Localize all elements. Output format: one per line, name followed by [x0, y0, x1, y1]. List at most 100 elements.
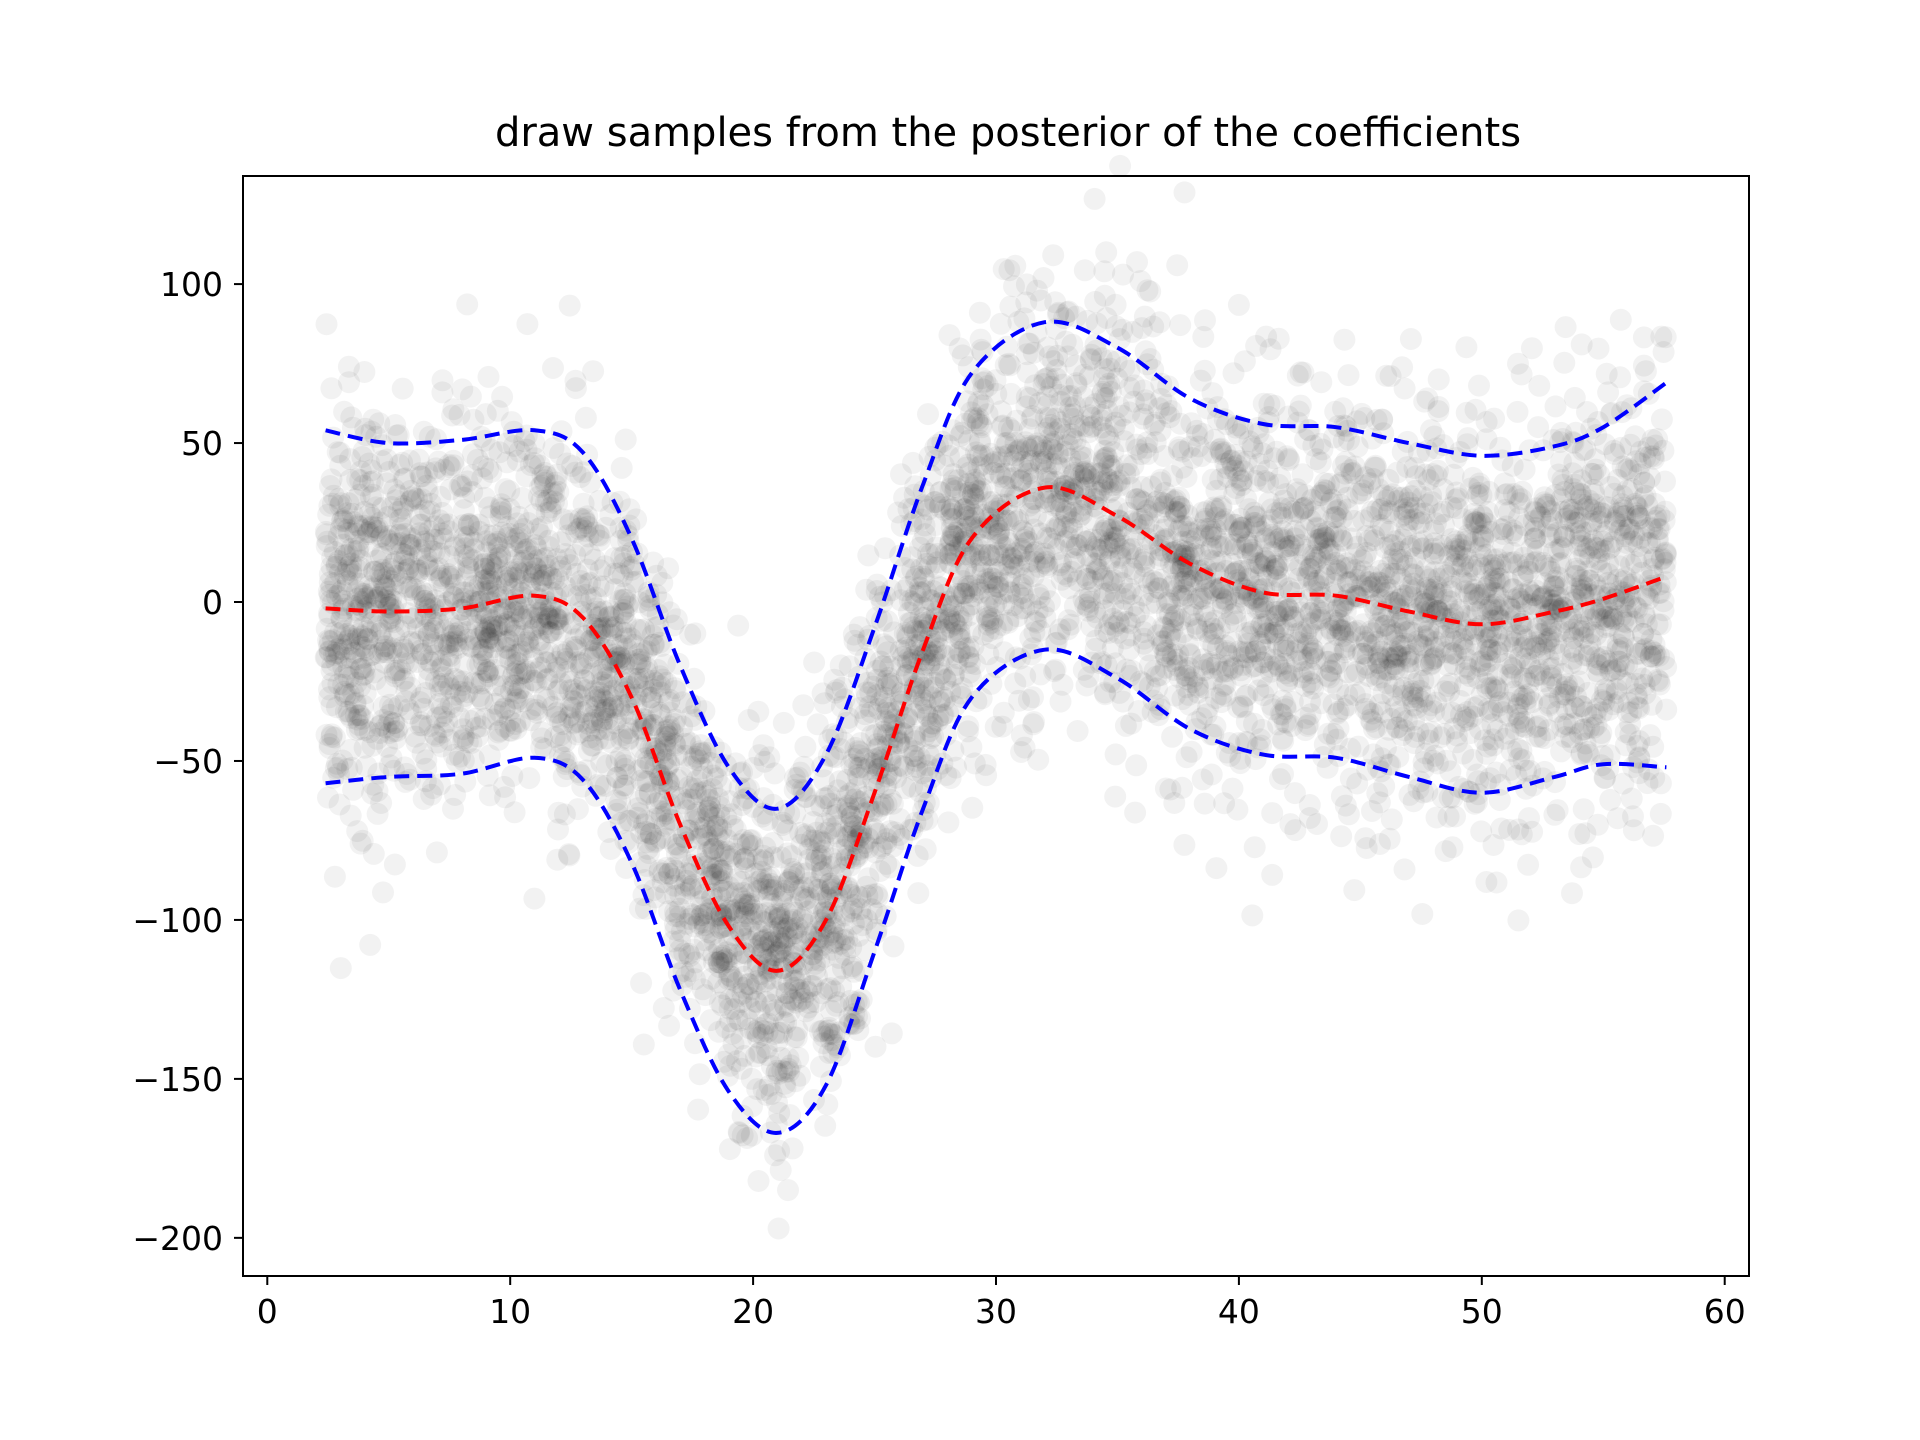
- scatter-point: [1501, 454, 1524, 477]
- scatter-point: [1393, 503, 1416, 526]
- scatter-point: [1367, 612, 1390, 634]
- scatter-point: [842, 747, 865, 770]
- scatter-point: [1458, 665, 1481, 688]
- scatter-point: [556, 452, 579, 475]
- scatter-point: [1614, 734, 1637, 757]
- scatter-point: [961, 535, 984, 558]
- scatter-point: [710, 879, 733, 902]
- scatter-point: [1482, 559, 1505, 582]
- scatter-point: [1262, 698, 1284, 721]
- scatter-point: [1106, 561, 1129, 584]
- scatter-point: [1277, 598, 1300, 621]
- scatter-point: [794, 862, 817, 885]
- scatter-point: [1102, 592, 1125, 614]
- scatter-point: [669, 939, 691, 962]
- scatter-point: [488, 614, 511, 637]
- scatter-point: [1158, 625, 1181, 648]
- scatter-point: [874, 693, 897, 715]
- scatter-point: [658, 862, 681, 885]
- scatter-point: [370, 568, 393, 591]
- scatter-point: [1074, 460, 1097, 483]
- scatter-point: [1109, 154, 1132, 177]
- scatter-point: [1485, 871, 1508, 894]
- scatter-point: [537, 529, 560, 552]
- scatter-point: [1391, 549, 1414, 571]
- scatter-point: [607, 562, 630, 585]
- scatter-point: [820, 999, 843, 1022]
- scatter-point: [956, 390, 979, 413]
- scatter-point: [536, 651, 559, 674]
- scatter-point: [382, 598, 405, 621]
- scatter-point: [1486, 548, 1509, 571]
- scatter-point: [510, 662, 533, 685]
- scatter-point: [713, 949, 736, 972]
- scatter-point: [395, 544, 418, 567]
- scatter-point: [1411, 690, 1434, 713]
- scatter-point: [1335, 415, 1357, 438]
- scatter-point: [461, 443, 484, 466]
- scatter-point: [1130, 317, 1153, 340]
- scatter-point: [827, 825, 849, 848]
- scatter-point: [727, 901, 750, 924]
- scatter-point: [1241, 541, 1264, 564]
- scatter-point: [1321, 671, 1344, 694]
- scatter-point: [1036, 556, 1059, 579]
- scatter-point: [490, 501, 512, 524]
- scatter-point: [651, 668, 674, 691]
- scatter-point: [1573, 644, 1595, 667]
- scatter-point: [1412, 757, 1435, 780]
- scatter-point: [1412, 751, 1435, 773]
- scatter-point: [1209, 577, 1232, 600]
- scatter-point: [1075, 530, 1098, 553]
- scatter-point: [977, 613, 1000, 636]
- scatter-point: [684, 803, 707, 826]
- scatter-point: [1480, 569, 1503, 592]
- scatter-point: [1562, 584, 1585, 607]
- scatter-point: [1171, 456, 1194, 479]
- scatter-point: [1445, 481, 1468, 504]
- scatter-point: [424, 528, 447, 551]
- scatter-point: [1209, 437, 1232, 460]
- scatter-point: [607, 675, 630, 698]
- scatter-point: [968, 301, 991, 324]
- scatter-point: [1581, 846, 1604, 869]
- scatter-point: [1220, 449, 1243, 472]
- scatter-point: [1073, 259, 1096, 282]
- scatter-point: [546, 680, 569, 703]
- scatter-point: [855, 681, 878, 704]
- scatter-point: [478, 616, 501, 639]
- scatter-point: [1144, 431, 1167, 454]
- scatter-point: [1482, 581, 1505, 604]
- scatter-point: [1513, 685, 1536, 708]
- scatter-point: [1249, 633, 1272, 656]
- scatter-point: [416, 481, 439, 504]
- scatter-point: [1386, 461, 1409, 484]
- scatter-point: [1145, 665, 1168, 688]
- scatter-point: [795, 1000, 817, 1023]
- scatter-point: [1620, 787, 1643, 810]
- scatter-point: [811, 682, 834, 705]
- scatter-point: [997, 509, 1019, 532]
- scatter-point: [1424, 645, 1447, 668]
- scatter-point: [477, 365, 500, 388]
- scatter-point: [1617, 518, 1640, 541]
- scatter-point: [916, 703, 939, 726]
- scatter-point: [807, 931, 830, 954]
- scatter-point: [697, 799, 719, 822]
- scatter-point: [1142, 581, 1165, 603]
- scatter-point: [1212, 581, 1234, 604]
- scatter-point: [818, 855, 841, 878]
- scatter-point: [1444, 805, 1466, 828]
- scatter-point: [1097, 468, 1120, 491]
- scatter-point: [1036, 526, 1059, 549]
- scatter-point: [417, 622, 440, 644]
- scatter-point: [1507, 909, 1530, 932]
- scatter-point: [658, 754, 681, 776]
- scatter-point: [747, 1170, 770, 1192]
- scatter-point: [1499, 663, 1521, 686]
- scatter-point: [719, 897, 741, 920]
- scatter-point: [595, 673, 618, 696]
- scatter-point: [814, 1114, 837, 1137]
- scatter-point: [957, 604, 980, 627]
- scatter-point: [1517, 853, 1540, 876]
